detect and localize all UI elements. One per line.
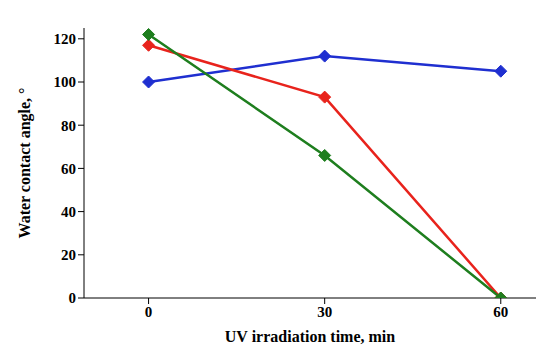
svg-text:0: 0 xyxy=(145,304,153,320)
svg-text:60: 60 xyxy=(61,161,76,177)
svg-text:20: 20 xyxy=(61,247,76,263)
svg-text:120: 120 xyxy=(54,31,77,47)
svg-text:0: 0 xyxy=(69,290,77,306)
svg-text:UV irradiation time, min: UV irradiation time, min xyxy=(225,328,395,345)
svg-text:40: 40 xyxy=(61,204,76,220)
svg-text:80: 80 xyxy=(61,118,76,134)
svg-text:30: 30 xyxy=(317,304,332,320)
svg-text:Water contact angle, °: Water contact angle, ° xyxy=(16,88,34,239)
svg-text:100: 100 xyxy=(54,74,77,90)
svg-text:60: 60 xyxy=(493,304,508,320)
